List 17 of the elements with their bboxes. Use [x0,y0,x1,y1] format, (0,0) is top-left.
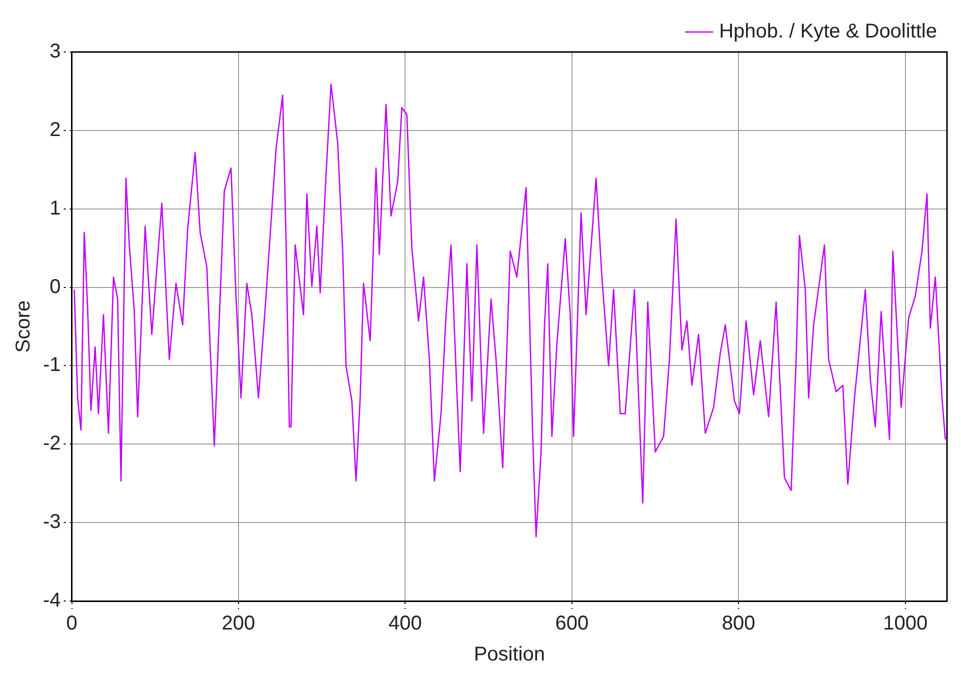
x-axis-title: Position [474,644,545,666]
y-tick-label: 0 [50,276,61,298]
x-tick-label: 0 [66,612,78,635]
y-tick-label: 1 [50,197,61,220]
y-tick-label: -1 [42,354,61,376]
y-tick-label: -4 [42,590,61,612]
x-tick-label: 600 [555,612,589,635]
y-tick-label: 3 [50,40,61,63]
y-tick-label: -2 [42,432,61,455]
x-tick-label: 400 [388,612,422,635]
x-tick-label: 800 [722,612,756,635]
y-axis-title: Score [12,300,35,353]
x-tick-label: 1000 [883,612,928,635]
y-tick-label: 2 [50,118,61,141]
y-tick-label: -3 [42,511,61,534]
legend-label: Hphob. / Kyte & Doolittle [719,20,937,43]
x-tick-label: 200 [222,612,256,635]
